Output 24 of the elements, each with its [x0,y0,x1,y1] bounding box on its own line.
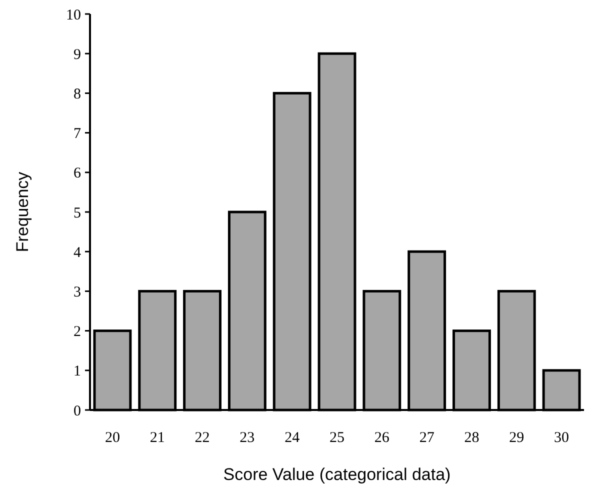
x-tick-label: 29 [509,430,524,446]
x-tick-label: 23 [240,430,255,446]
y-tick-label: 0 [74,403,81,420]
x-tick-label: 20 [104,430,120,446]
y-tick-label: 8 [74,86,81,102]
x-tick-label: 27 [419,430,435,446]
x-tick-label: 21 [150,430,165,446]
x-tick-label: 22 [194,430,210,446]
x-tick-label: 24 [284,430,300,446]
y-tick-label: 2 [74,324,81,340]
y-tick-label: 4 [74,244,82,261]
y-tick-label: 5 [74,205,81,222]
y-tick-label: 3 [74,284,81,300]
x-axis-title: Score Value (categorical data) [223,465,451,484]
x-tick-label: 25 [330,430,344,446]
y-tick-label: 9 [74,46,81,63]
x-tick-label: 30 [554,430,570,446]
y-tick-label: 6 [74,166,82,182]
y-axis-title: Frequency [13,171,32,252]
y-tick-label: 10 [66,7,81,24]
x-tick-label: 26 [374,430,390,446]
y-tick-label: 7 [74,126,82,142]
y-tick-label: 1 [74,364,81,380]
x-tick-label: 28 [464,430,480,446]
